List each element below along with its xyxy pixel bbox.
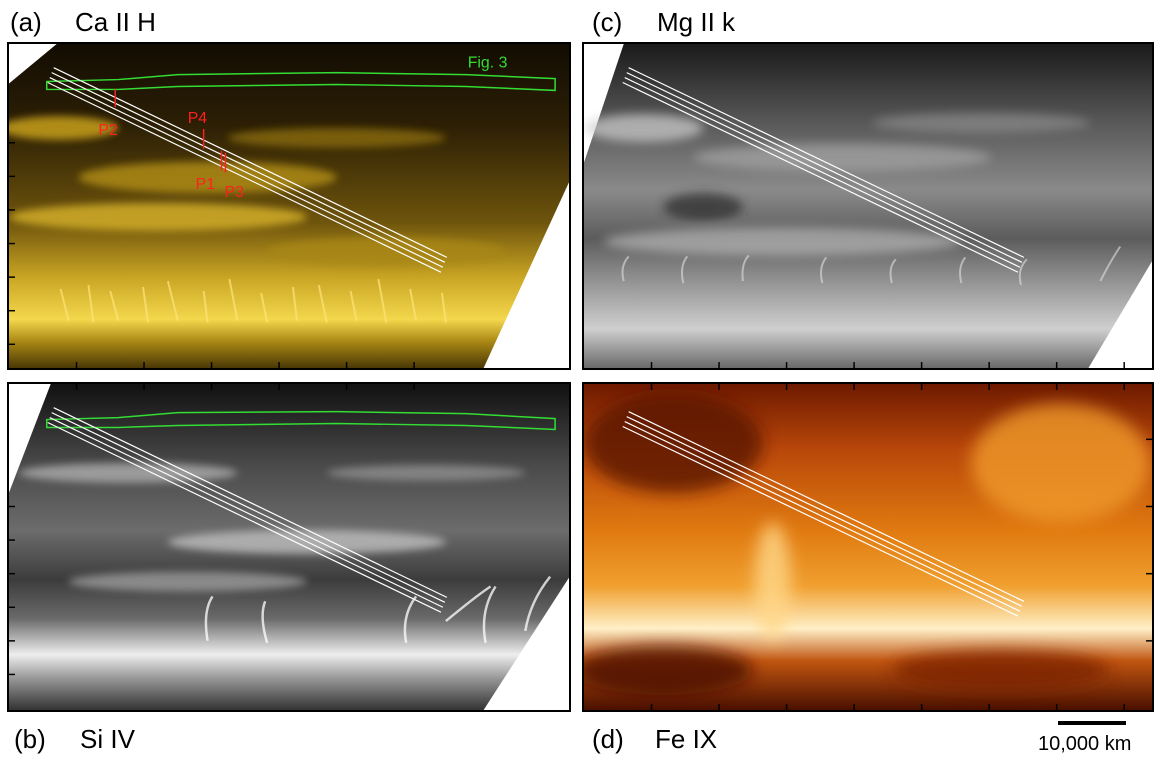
- panel-c-letter: (c): [592, 7, 623, 37]
- panel-a-letter: (a): [10, 7, 42, 37]
- panel-d-letter: (d): [592, 724, 624, 754]
- panel-c-svg: [584, 44, 1152, 368]
- panel-a-contour: [45, 71, 556, 92]
- panel-c-spicules: [621, 245, 1122, 286]
- panel-a-inner-label: Fig. 3: [468, 55, 508, 72]
- panel-d-title: Fe IX: [655, 724, 718, 754]
- panel-d-image: [582, 382, 1154, 712]
- panel-d-svg: [584, 384, 1152, 710]
- panel-b-image: [7, 382, 571, 712]
- panel-b-letter: (b): [14, 724, 46, 754]
- point-p1: P1: [196, 176, 216, 193]
- panel-b-title: Si IV: [80, 724, 135, 754]
- scale-bar: [1058, 721, 1126, 725]
- panel-a-slit: [47, 67, 448, 273]
- panel-b-ticks: [9, 384, 415, 676]
- panel-a-ticks: [9, 142, 415, 368]
- panel-d-slit: [622, 411, 1025, 617]
- point-p2: P2: [98, 122, 117, 139]
- panel-a-image: Fig. 3 P2 P4 P1 P3: [7, 42, 571, 370]
- panel-c-slit: [622, 67, 1025, 273]
- panel-a-title: Ca II H: [75, 7, 156, 37]
- panel-c-title: Mg II k: [657, 7, 736, 37]
- point-p4: P4: [188, 110, 208, 127]
- panel-b-slit: [47, 407, 448, 613]
- panel-a-spicules: [59, 278, 447, 323]
- panel-b-contour: [45, 410, 556, 431]
- panel-c-ticks: [650, 362, 1125, 368]
- panel-a-svg: Fig. 3 P2 P4 P1 P3: [9, 44, 569, 368]
- panel-c-image: [582, 42, 1154, 370]
- panel-a-markers: [114, 89, 227, 173]
- scale-label: 10,000 km: [1038, 733, 1132, 755]
- panel-b-spicules: [204, 575, 552, 644]
- point-p3: P3: [224, 184, 244, 201]
- panel-b-svg: [9, 384, 569, 710]
- panel-d-ticks: [650, 384, 1152, 710]
